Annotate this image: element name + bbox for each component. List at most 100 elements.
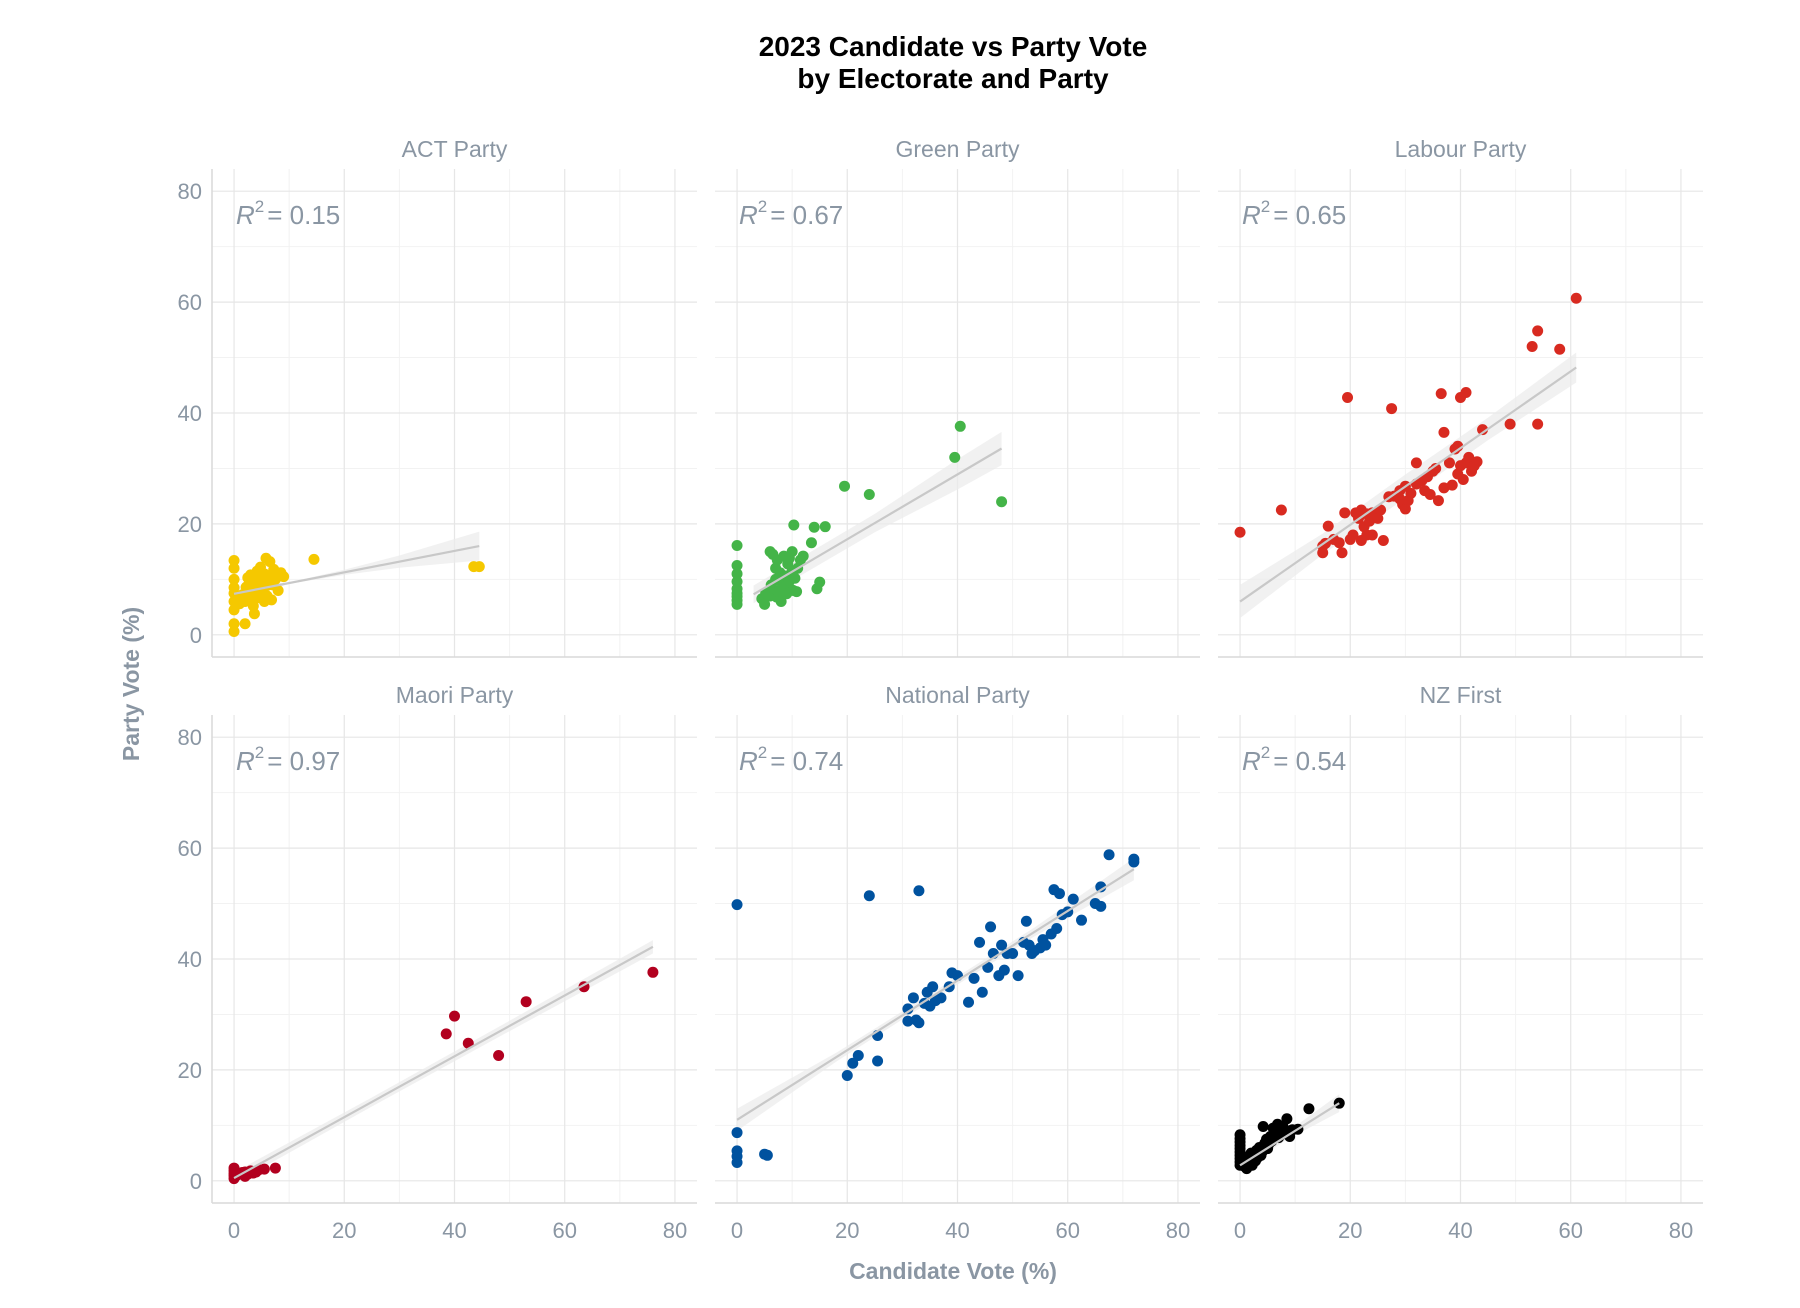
data-point (863, 489, 875, 501)
data-point (1435, 388, 1447, 400)
data-point (974, 936, 986, 948)
data-point (927, 981, 939, 993)
data-point (1377, 535, 1389, 547)
data-point (1234, 1129, 1246, 1141)
regression-line (736, 868, 1135, 1121)
x-tick-label: 20 (332, 1218, 356, 1243)
data-point (239, 618, 251, 630)
x-tick-label: 40 (1448, 1218, 1472, 1243)
data-point (902, 1003, 914, 1015)
data-point (1317, 547, 1329, 559)
data-point (976, 986, 988, 998)
data-point (797, 550, 809, 562)
x-tick-label: 80 (663, 1218, 687, 1243)
data-point (1386, 403, 1398, 415)
confidence-band (234, 531, 480, 602)
data-point (228, 618, 240, 630)
data-point (847, 1057, 859, 1069)
x-tick-label: 0 (731, 1218, 743, 1243)
data-point (1532, 418, 1544, 430)
data-point (788, 519, 800, 531)
x-axis-label: Candidate Vote (%) (849, 1258, 1057, 1284)
data-point (1526, 340, 1538, 352)
data-point (1020, 915, 1032, 927)
data-point (852, 1049, 864, 1061)
regression-line (1239, 1102, 1340, 1167)
data-point (473, 561, 485, 573)
y-tick-label: 40 (178, 401, 202, 426)
r-squared-label: R2 = 0.74 (739, 743, 843, 776)
data-point (963, 996, 975, 1008)
x-tick-label: 60 (552, 1218, 576, 1243)
data-point (998, 964, 1010, 976)
data-point (1399, 503, 1411, 515)
data-point (814, 576, 826, 588)
data-point (1554, 343, 1566, 355)
data-point (954, 420, 966, 432)
r-squared-label: R2 = 0.15 (236, 197, 340, 230)
x-tick-label: 40 (442, 1218, 466, 1243)
data-point (968, 972, 980, 984)
facet-title-green-party: Green Party (896, 136, 1020, 162)
data-point (1336, 547, 1348, 559)
data-point (1446, 479, 1458, 491)
y-tick-label: 60 (178, 836, 202, 861)
data-point (791, 586, 803, 598)
data-point (1103, 849, 1115, 861)
data-point (808, 521, 820, 533)
data-point (1424, 489, 1436, 501)
data-point (272, 584, 284, 596)
data-point (1477, 424, 1489, 436)
data-point (1040, 939, 1052, 951)
data-point (1053, 888, 1065, 900)
data-point (440, 1028, 452, 1040)
data-point (493, 1049, 505, 1061)
data-point (1303, 1103, 1315, 1115)
data-point (1366, 529, 1378, 541)
data-point (228, 573, 240, 585)
data-point (907, 992, 919, 1004)
data-point (1234, 526, 1246, 538)
x-tick-label: 20 (1338, 1218, 1362, 1243)
data-point (872, 1055, 884, 1067)
data-point (949, 451, 961, 463)
data-point (228, 582, 240, 594)
x-tick-label: 0 (1234, 1218, 1246, 1243)
data-point (1012, 970, 1024, 982)
r-squared-label: R2 = 0.67 (739, 197, 843, 230)
data-point (308, 553, 320, 565)
data-point (1460, 386, 1472, 398)
panel-act-party: ACT Party 0 20 40 60 80 R2 = 0.15 (178, 136, 697, 658)
data-point (248, 608, 260, 620)
data-point (1532, 325, 1544, 337)
data-point (1570, 292, 1582, 304)
data-point (731, 576, 743, 588)
regression-line (1239, 366, 1577, 603)
x-tick-label: 20 (835, 1218, 859, 1243)
data-point (1281, 1113, 1293, 1125)
confidence-band (753, 431, 1002, 604)
r-squared-label: R2 = 0.65 (1242, 197, 1346, 230)
data-point (1347, 529, 1359, 541)
data-point (1432, 495, 1444, 507)
data-point (1364, 515, 1376, 527)
x-tick-label: 60 (1558, 1218, 1582, 1243)
y-tick-label: 80 (178, 725, 202, 750)
r-squared-label: R2 = 0.97 (236, 743, 340, 776)
facet-title-nz-first: NZ First (1420, 682, 1502, 708)
panel-nz-first: NZ First 0 20 40 60 80 R2 = 0.54 (1218, 682, 1703, 1243)
data-point (228, 625, 240, 637)
chart-title-line-2: by Electorate and Party (797, 63, 1109, 94)
data-point (1410, 457, 1422, 469)
data-point (913, 885, 925, 897)
chart-title-line-1: 2023 Candidate vs Party Vote (759, 31, 1148, 62)
data-point (520, 996, 532, 1008)
panel-national-party: National Party 0 20 40 60 80 R2 = 0.74 (715, 682, 1200, 1243)
data-point (1076, 914, 1088, 926)
x-tick-label: 0 (228, 1218, 240, 1243)
facet-title-act-party: ACT Party (402, 136, 508, 162)
data-point (996, 496, 1008, 508)
x-tick-label: 80 (1166, 1218, 1190, 1243)
y-tick-label: 60 (178, 290, 202, 315)
facet-title-maori-party: Maori Party (396, 682, 514, 708)
